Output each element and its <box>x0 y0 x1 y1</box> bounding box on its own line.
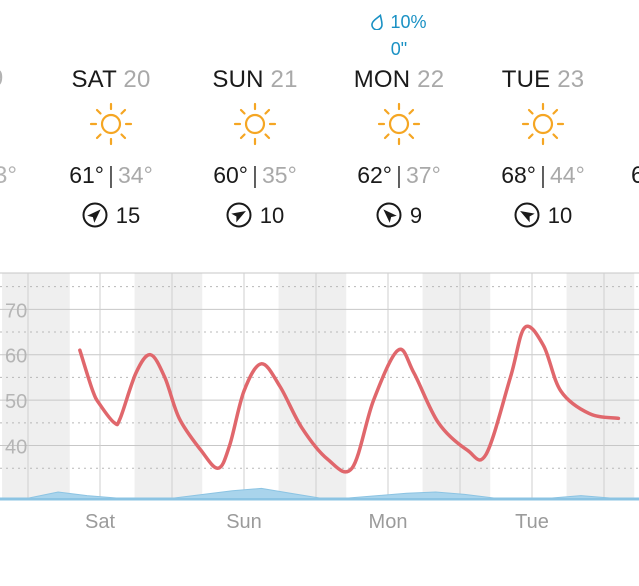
precip-chance: 10% <box>329 12 469 33</box>
wind-direction-icon <box>82 202 108 228</box>
next-day-high-partial: 6 <box>631 162 639 189</box>
wind-info: 15 <box>41 202 181 229</box>
low-temp: 34° <box>117 162 153 188</box>
y-tick-label: 40 <box>5 437 27 459</box>
day-header: MON 22 <box>329 66 469 94</box>
wind-info: 9 <box>329 202 469 229</box>
temperature-range: 61° | 34° <box>41 162 181 189</box>
night-band <box>278 273 347 500</box>
day-header: SUN 21 <box>185 66 325 94</box>
day-date: 21 <box>270 66 298 93</box>
low-temp: 37° <box>405 162 441 188</box>
day-column-mon[interactable]: 10% 0" MON 22 62° | 37° 9 <box>329 0 469 245</box>
day-date: 23 <box>557 66 585 93</box>
day-date: 22 <box>417 66 445 93</box>
y-tick-label: 70 <box>5 300 27 322</box>
temp-separator: | <box>396 162 402 188</box>
previous-day-low-partial: 3° <box>0 162 17 189</box>
x-day-label: Tue <box>515 511 549 533</box>
temp-separator: | <box>540 162 546 188</box>
y-tick-label: 50 <box>5 391 27 413</box>
wind-direction-icon <box>226 202 252 228</box>
high-temp: 60° <box>213 162 248 188</box>
wind-direction-icon <box>514 202 540 228</box>
day-name: TUE <box>501 66 551 93</box>
day-date: 20 <box>123 66 151 93</box>
day-name: SUN <box>212 66 264 93</box>
temp-separator: | <box>108 162 114 188</box>
precip-chance-value: 10% <box>390 12 427 32</box>
temp-separator: | <box>252 162 258 188</box>
x-day-label: Sun <box>226 511 262 533</box>
temperature-range: 68° | 44° <box>473 162 613 189</box>
day-name: SAT <box>71 66 117 93</box>
high-temp: 68° <box>501 162 536 188</box>
y-tick-label: 60 <box>5 346 27 368</box>
precip-amount: 0" <box>390 39 408 59</box>
sun-icon <box>377 102 421 146</box>
day-column-sat[interactable]: SAT 20 61° | 34° 15 <box>41 0 181 245</box>
previous-day-header-partial: 9 <box>0 65 3 93</box>
sun-icon <box>89 102 133 146</box>
high-temp: 61° <box>69 162 104 188</box>
temperature-chart[interactable]: 40 50 60 70 Sat Sun Mon Tue <box>0 245 639 586</box>
night-band <box>422 273 491 500</box>
wind-speed: 10 <box>259 203 285 228</box>
day-header: TUE 23 <box>473 66 613 94</box>
sun-icon <box>233 102 277 146</box>
night-band <box>2 273 70 500</box>
wind-info: 10 <box>185 202 325 229</box>
wind-direction-icon <box>376 202 402 228</box>
day-header: SAT 20 <box>41 66 181 94</box>
high-temp: 62° <box>357 162 392 188</box>
temperature-range: 60° | 35° <box>185 162 325 189</box>
sun-icon <box>521 102 565 146</box>
x-day-label: Sat <box>85 511 115 533</box>
temperature-line <box>78 324 621 474</box>
day-column-tue[interactable]: TUE 23 68° | 44° 10 <box>473 0 613 245</box>
x-day-label: Mon <box>369 511 408 533</box>
temperature-range: 62° | 37° <box>329 162 469 189</box>
night-band <box>566 273 635 500</box>
low-temp: 35° <box>261 162 297 188</box>
wind-speed: 9 <box>409 203 423 228</box>
day-name: MON <box>353 66 411 93</box>
day-column-sun[interactable]: SUN 21 60° | 35° 10 <box>185 0 325 245</box>
raindrop-icon <box>371 13 384 31</box>
wind-speed: 15 <box>115 203 141 228</box>
wind-info: 10 <box>473 202 613 229</box>
daily-forecast-strip: 9 3° 6 SAT 20 61°|34° 15 <box>0 0 639 245</box>
low-temp: 44° <box>549 162 585 188</box>
wind-speed: 10 <box>547 203 573 228</box>
